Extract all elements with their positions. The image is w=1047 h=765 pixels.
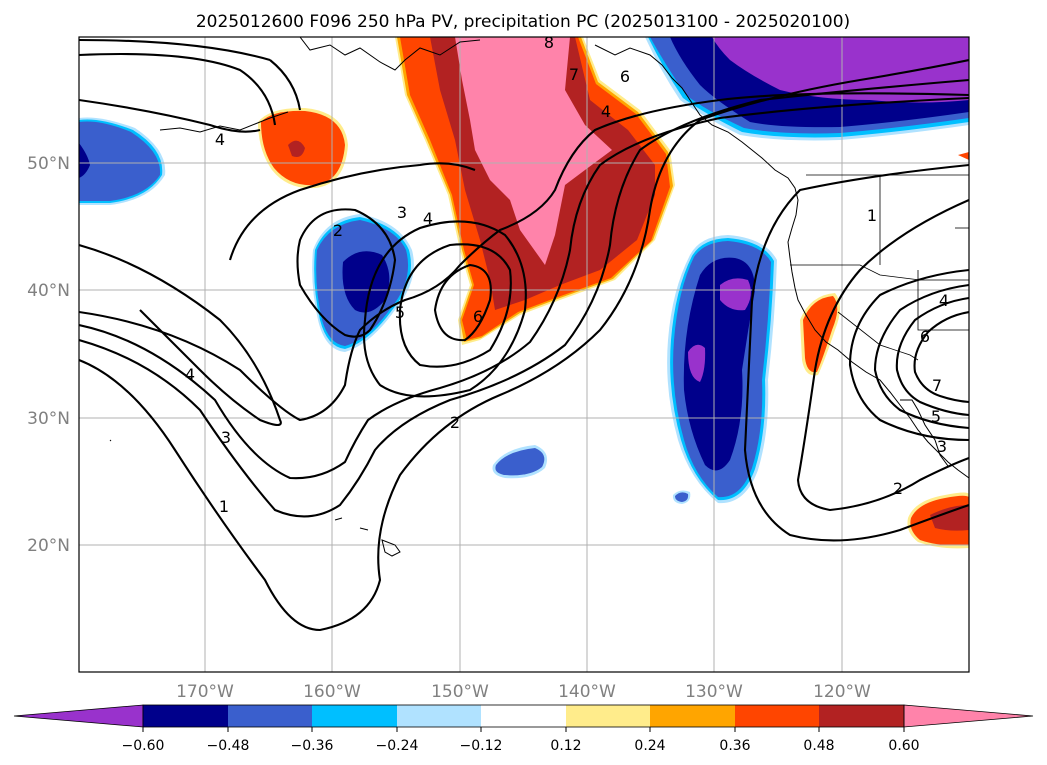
colorbar-segment [566, 705, 650, 727]
contour-label: 6 [920, 327, 930, 346]
lat-label: 20°N [27, 536, 70, 556]
lon-label: 130°W [685, 682, 743, 702]
contour-label: 7 [569, 65, 579, 84]
lon-label: 170°W [176, 682, 234, 702]
colorbar-segment [228, 705, 312, 727]
colorbar-tick-label: −0.12 [460, 738, 503, 754]
colorbar-segment [143, 705, 228, 727]
precip-shading [79, 37, 969, 549]
lat-label: 30°N [27, 409, 70, 429]
contour-label: 2 [333, 221, 343, 240]
pv-contours [79, 38, 969, 632]
colorbar-tick-label: 0.60 [888, 738, 919, 754]
lon-label: 120°W [813, 682, 871, 702]
contour-label: 2 [450, 413, 460, 432]
lon-label: 160°W [303, 682, 361, 702]
colorbar-tick-label: 0.36 [719, 738, 750, 754]
contour-label: 7 [932, 376, 942, 395]
contour-label: 6 [473, 307, 483, 326]
map-frame [78, 36, 970, 673]
contour-label: 4 [423, 209, 433, 228]
colorbar-tick-label: −0.36 [291, 738, 334, 754]
contour-label: 8 [544, 33, 554, 52]
colorbar-tick-label: −0.24 [376, 738, 419, 754]
colorbar-segment [481, 705, 566, 727]
colorbar-segment [312, 705, 397, 727]
map-area: 4 3 4 2 5 6 2 4 3 1 7 6 4 8 1 4 6 7 5 3 … [79, 33, 969, 672]
contour-label: 5 [395, 303, 405, 322]
contour-label: 4 [185, 365, 195, 384]
colorbar-tick-label: −0.48 [207, 738, 250, 754]
contour-label: 3 [397, 203, 407, 222]
contour-labels: 4 3 4 2 5 6 2 4 3 1 7 6 4 8 1 4 6 7 5 3 … [185, 33, 949, 516]
lat-label: 40°N [27, 281, 70, 301]
contour-label: 4 [601, 102, 611, 121]
latitude-labels: 50°N 40°N 30°N 20°N [27, 154, 70, 556]
gridlines [79, 37, 969, 672]
lon-label: 150°W [431, 682, 489, 702]
contour-label: 2 [893, 479, 903, 498]
contour-label: 3 [937, 437, 947, 456]
longitude-labels: 170°W 160°W 150°W 140°W 130°W 120°W [176, 682, 871, 702]
colorbar-tick-label: 0.48 [803, 738, 834, 754]
colorbar-segment [397, 705, 481, 727]
colorbar-tick-label: 0.12 [550, 738, 581, 754]
colorbar-tick-label: −0.60 [122, 738, 165, 754]
contour-label: 4 [939, 291, 949, 310]
colorbar-segment [819, 705, 904, 727]
contour-label: 1 [867, 206, 877, 225]
colorbar-segment [735, 705, 819, 727]
contour-label: 4 [215, 130, 225, 149]
plot-title: 2025012600 F096 250 hPa PV, precipitatio… [196, 12, 850, 32]
colorbar-extend-low [13, 704, 144, 728]
contour-label: 3 [221, 428, 231, 447]
lon-label: 140°W [558, 682, 616, 702]
contour-label: 5 [931, 407, 941, 426]
colorbar-segment [650, 705, 735, 727]
lat-label: 50°N [27, 154, 70, 174]
colorbar: −0.60 −0.48 −0.36 −0.24 −0.12 0.12 0.24 … [13, 704, 1034, 754]
colorbar-tick-label: 0.24 [634, 738, 665, 754]
colorbar-extend-high [903, 704, 1034, 728]
contour-label: 1 [219, 497, 229, 516]
coastlines [109, 37, 969, 557]
contour-label: 6 [620, 67, 630, 86]
